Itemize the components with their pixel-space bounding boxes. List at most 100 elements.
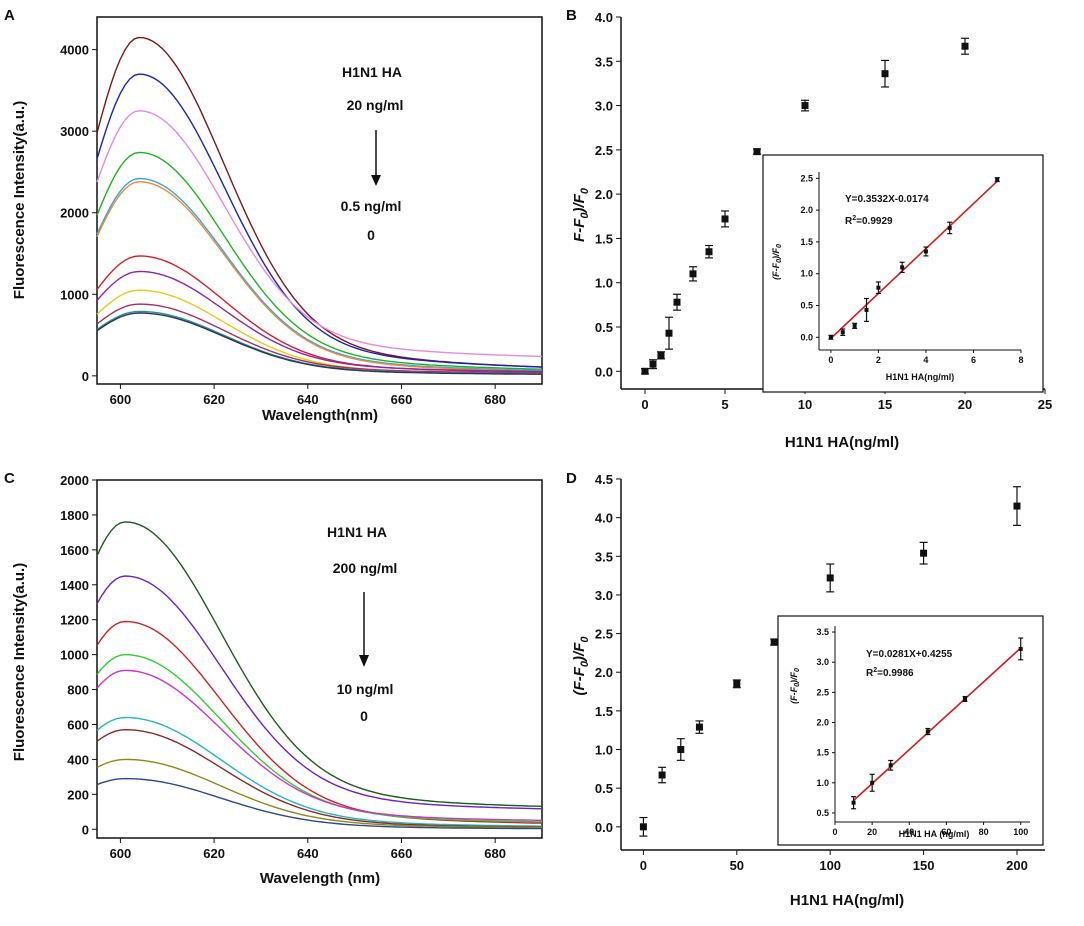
panel-b-x-tick-label-5: 25: [1038, 397, 1052, 412]
panel-d-inset-x-ticks: 0 20 40 60 80 100: [832, 822, 1028, 837]
panel-b-inset-y-label-a: (F-F: [771, 262, 781, 279]
panel-d-inset-fit-line: [853, 647, 1022, 802]
panel-c-y-label: Fluorescence Intensity(a.u.): [11, 563, 28, 761]
panel-b-inset-x-tick-label-2: 4: [923, 355, 928, 365]
panel-d-x-tick-label-3: 150: [913, 858, 935, 873]
panel-b-point-5: [689, 270, 697, 278]
panel-d-point-3: [695, 723, 703, 731]
panel-d-y-tick-label-2: 1.0: [595, 743, 613, 758]
panel-a-curve-2: [96, 110, 543, 358]
panel-c-annotation-zero: 0: [360, 708, 368, 724]
panel-d-x-label: H1N1 HA(ng/ml): [790, 892, 904, 909]
panel-b-inset-x-ticks: 0 2 4 6 8: [828, 350, 1024, 365]
panel-d-inset-y-tick-label-6: 3.5: [816, 627, 829, 637]
panel-c-curve-1: [96, 575, 543, 810]
panel-d-inset-point-1: [870, 780, 875, 785]
panel-b-inset-point-3: [864, 307, 869, 312]
panel-d-point-1: [658, 771, 666, 779]
panel-b-point-10: [881, 70, 889, 78]
panel-a-curve-4: [96, 177, 543, 372]
panel-b-inset-point-4: [876, 285, 881, 290]
panel-c-curve-5: [96, 716, 542, 827]
panel-c-x-tick-label-2: 640: [297, 846, 319, 861]
panel-a-x-tick-label-2: 640: [297, 392, 319, 407]
panel-a-x-ticks: 600 620 640 660 680: [110, 384, 506, 407]
panel-d-x-ticks: 0 50 100 150 200: [640, 850, 1028, 873]
panel-a-curve-3: [96, 151, 543, 370]
panel-d-x-tick-label-1: 50: [730, 858, 744, 873]
panel-b-inset-x-tick-label-1: 2: [876, 355, 881, 365]
panel-b-inset-y-ticks: 0.0 0.5 1.0 1.5 2.0 2.5: [800, 173, 819, 342]
panel-c-curve-3: [96, 653, 542, 823]
panel-d-inset-y-label-a: (F-F: [789, 686, 799, 703]
panel-b-inset-y-label: (F-F0)/F0: [771, 244, 783, 280]
panel-a-arrow-head: [371, 175, 381, 186]
panel-a-annotation-title: H1N1 HA: [342, 64, 402, 80]
panel-a-x-tick-label-0: 600: [110, 392, 132, 407]
panel-b-x-tick-label-4: 20: [958, 397, 972, 412]
panel-b-y-label-main: F-F: [571, 218, 588, 242]
panel-d-inset-r2: R2=0.9986: [866, 667, 914, 679]
panel-c-arrow-head: [359, 655, 369, 667]
panel-c-x-tick-label-3: 660: [391, 846, 413, 861]
panel-d-inset-r2-value: =0.9986: [877, 668, 914, 679]
panel-c-y-tick-label-3: 600: [67, 717, 89, 732]
panel-a-curve-0: [96, 36, 543, 368]
panel-b-inset-x-tick-label-4: 8: [1018, 355, 1023, 365]
panel-b-y-tick-label-1: 0.5: [595, 320, 613, 335]
panel-d-y-tick-label-3: 1.5: [595, 704, 613, 719]
panel-d-inset-y-label-d: 0: [794, 668, 801, 672]
panel-d-y-tick-label-6: 3.0: [595, 588, 613, 603]
panel-b-x-tick-label-1: 5: [721, 397, 728, 412]
panel-d-inset-r2-prefix: R: [866, 668, 874, 679]
panel-d-inset-x-label: H1N1 HA (ng/ml): [899, 829, 970, 839]
panel-b-inset-y-label-d: 0: [776, 244, 783, 248]
panel-c-x-ticks: 600 620 640 660 680: [110, 838, 506, 861]
panel-b-inset-y-tick-label-0: 0.0: [800, 332, 813, 342]
panel-b-plot: 0 5 10 15 20 25 0.00.51.01.52.02.53.03.54.0 H…: [571, 10, 1052, 451]
panel-d-inset-x-tick-label-3: 60: [941, 827, 951, 837]
panel-d-inset-y-tick-label-4: 2.5: [816, 687, 829, 697]
panel-a-frame: [96, 16, 543, 385]
panel-c-curves: [96, 521, 543, 830]
panel-label-d: D: [566, 470, 577, 487]
panel-b-inset-point-5: [900, 265, 905, 270]
panel-a-curve-11: [96, 312, 543, 375]
panel-d-points: [639, 486, 1021, 837]
panel-c-y-tick-label-5: 1000: [60, 648, 89, 663]
panel-b-inset: 0 2 4 6 8 0.0 0.5 1.0 1.5 2.0 2.5 Y=0.3532X-0.017…: [762, 154, 1044, 393]
panel-d-y-label-sub2: 0: [579, 636, 591, 643]
panel-b-inset-r2-prefix: R: [845, 216, 853, 227]
panel-d-inset-y-label: (F-F0)/F0: [789, 668, 801, 704]
panel-b-inset-r2: R2=0.9929: [845, 215, 893, 227]
panel-b-point-3: [665, 329, 673, 337]
panel-a-curve-7: [96, 270, 543, 373]
panel-d-y-tick-label-0: 0.0: [595, 820, 613, 835]
panel-d-inset-point-2: [888, 763, 893, 768]
panel-d-inset-x-tick-label-2: 40: [904, 827, 914, 837]
panel-b-x-tick-label-0: 0: [641, 397, 648, 412]
panel-a-x-tick-label-3: 660: [391, 392, 413, 407]
panel-d-inset-point-3: [925, 729, 930, 734]
panel-b-inset-equation: Y=0.3532X-0.0174: [845, 194, 929, 205]
panel-d-inset-y-tick-label-2: 1.5: [816, 748, 829, 758]
panel-c-annotation-low: 10 ng/ml: [337, 681, 394, 697]
panel-c-x-label: Wavelength (nm): [260, 870, 380, 887]
panel-b-x-label: H1N1 HA(ng/ml): [785, 434, 899, 451]
panel-d-inset-y-tick-label-3: 2.0: [816, 717, 829, 727]
panel-b-point-11: [961, 42, 969, 50]
panel-b-inset-x-tick-label-0: 0: [828, 355, 833, 365]
panel-a-x-tick-label-4: 680: [484, 392, 506, 407]
panel-d-inset-x-tick-label-4: 80: [979, 827, 989, 837]
panel-d-inset-r2-sup: 2: [873, 667, 877, 674]
panel-d-y-tick-label-4: 2.0: [595, 665, 613, 680]
panel-b-points: [641, 37, 969, 375]
panel-b-inset-point-7: [947, 225, 952, 230]
panel-a-y-tick-label-2: 2000: [60, 206, 89, 221]
panel-c-curve-6: [96, 728, 542, 828]
panel-b-inset-y-tick-label-1: 0.5: [800, 301, 813, 311]
panel-c-curve-4: [96, 669, 542, 821]
panel-a-x-tick-label-1: 620: [203, 392, 225, 407]
panel-d-point-4: [733, 680, 741, 688]
panel-b-inset-point-2: [852, 323, 857, 328]
